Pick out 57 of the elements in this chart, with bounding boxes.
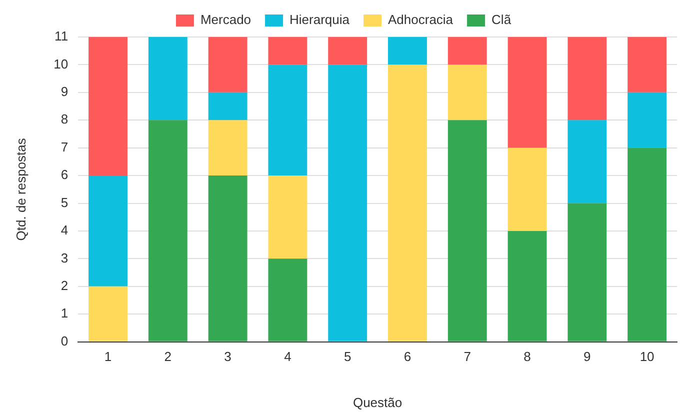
y-tick-label: 10: [54, 56, 68, 72]
bar: [88, 286, 128, 342]
bar: [208, 92, 248, 120]
y-tick-label: 11: [54, 28, 68, 44]
y-tick-label: 5: [60, 194, 68, 210]
bar: [208, 176, 248, 342]
x-tick-label: 8: [524, 349, 531, 364]
x-axis-title: Questão: [352, 394, 402, 410]
bar: [148, 37, 188, 120]
bar: [148, 120, 188, 342]
y-axis-title: Qtd. de respostas: [13, 138, 28, 241]
x-tick-label: 3: [224, 349, 232, 364]
y-tick-label: 3: [60, 250, 68, 266]
bar: [268, 64, 308, 176]
bar: [628, 37, 667, 92]
bar: [508, 37, 547, 148]
x-tick-label: 5: [344, 349, 352, 364]
bar: [568, 203, 607, 342]
bar: [268, 37, 308, 65]
x-tick-label: 7: [464, 349, 471, 364]
bar: [208, 120, 248, 176]
y-tick-label: 1: [60, 306, 68, 321]
bar: [568, 37, 607, 120]
bar: [568, 120, 607, 204]
x-tick-label: 4: [284, 349, 292, 364]
bar: [628, 148, 667, 342]
y-tick-label: 6: [60, 167, 68, 182]
bar: [448, 37, 487, 65]
x-tick-label: 9: [584, 349, 591, 364]
x-tick-label: 1: [104, 349, 112, 364]
bar: [448, 120, 487, 342]
bar: [388, 37, 427, 65]
legend-label: Adhocracia: [388, 12, 454, 28]
y-tick-label: 9: [60, 84, 68, 99]
x-tick-label: 6: [404, 349, 412, 364]
y-tick-label: 7: [60, 139, 68, 154]
bar: [508, 148, 547, 231]
bar: [268, 258, 308, 342]
bar: [388, 64, 427, 342]
bar: [328, 64, 368, 342]
legend-label: Mercado: [200, 12, 252, 28]
bar: [88, 176, 128, 286]
bar: [628, 92, 667, 148]
bar: [208, 37, 248, 92]
y-tick-label: 4: [60, 222, 68, 238]
bar: [88, 37, 128, 176]
bar: [268, 176, 308, 259]
y-tick-label: 2: [60, 278, 68, 293]
bar: [328, 37, 368, 65]
x-tick-label: 10: [640, 349, 654, 364]
legend-label: Hierarquia: [290, 12, 350, 28]
bar: [508, 230, 547, 342]
x-tick-label: 2: [164, 349, 172, 364]
y-tick-label: 0: [60, 333, 68, 348]
legend-label: Clã: [492, 12, 512, 28]
bar: [448, 64, 487, 120]
y-tick-label: 8: [60, 112, 68, 127]
